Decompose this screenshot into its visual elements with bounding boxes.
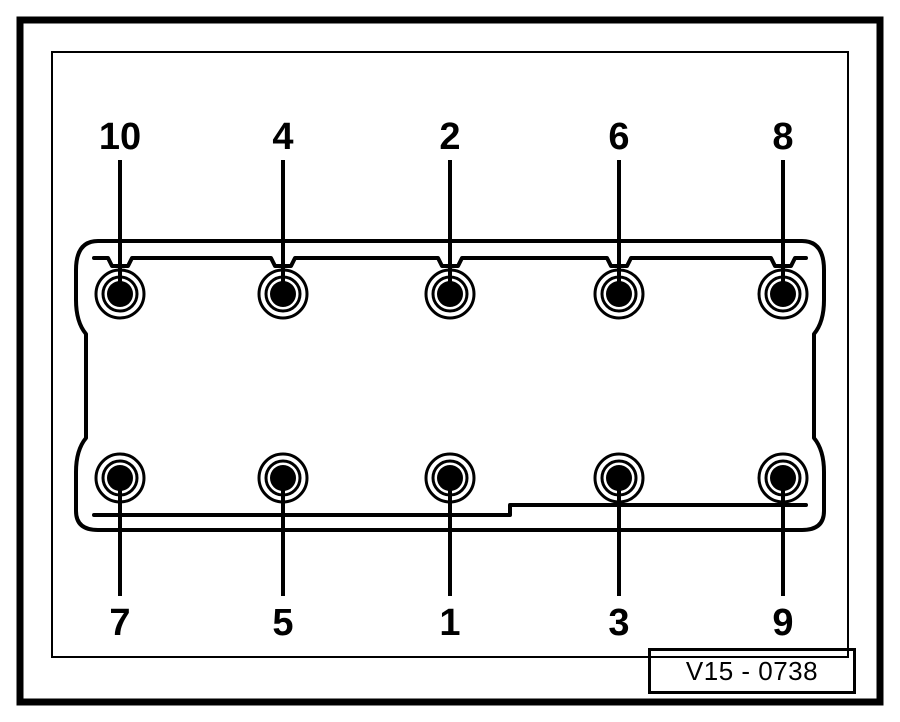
reference-code-box: V15 - 0738 bbox=[648, 648, 856, 694]
label-top-3: 6 bbox=[608, 116, 629, 159]
reference-code-text: V15 - 0738 bbox=[686, 656, 818, 687]
label-top-1: 4 bbox=[272, 116, 293, 159]
label-bottom-1: 5 bbox=[272, 602, 293, 645]
label-bottom-2: 1 bbox=[439, 602, 460, 645]
label-bottom-4: 9 bbox=[772, 602, 793, 645]
diagram-canvas: 10 4 2 6 8 7 5 1 3 9 V15 - 0738 bbox=[0, 0, 900, 722]
label-top-2: 2 bbox=[439, 116, 460, 159]
label-bottom-3: 3 bbox=[608, 602, 629, 645]
label-bottom-0: 7 bbox=[109, 602, 130, 645]
label-top-0: 10 bbox=[99, 116, 141, 159]
label-top-4: 8 bbox=[772, 116, 793, 159]
